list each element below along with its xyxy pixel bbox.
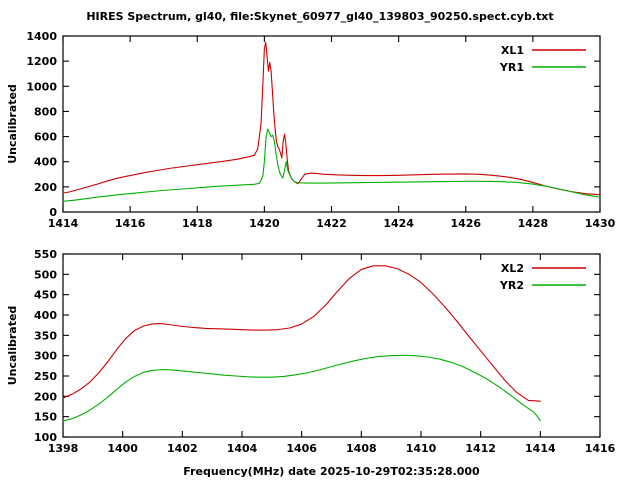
y-tick-label: 1000 bbox=[26, 80, 57, 93]
y-tick-label: 600 bbox=[34, 131, 57, 144]
x-tick-label: 1408 bbox=[346, 442, 377, 455]
x-axis-label: Frequency(MHz) date 2025-10-29T02:35:28.… bbox=[183, 465, 480, 478]
y-tick-label: 550 bbox=[34, 248, 57, 261]
x-tick-label: 1412 bbox=[465, 442, 496, 455]
x-tick-label: 1416 bbox=[585, 442, 616, 455]
x-tick-label: 1414 bbox=[525, 442, 556, 455]
legend-label-XL1: XL1 bbox=[501, 44, 524, 57]
x-tick-label: 1406 bbox=[286, 442, 317, 455]
y-tick-label: 200 bbox=[34, 390, 57, 403]
plot-panel-bottom: 1398 1400 1402 1404 1406 1408 1410 1412 1414 1416… bbox=[6, 248, 616, 478]
y-tick-label: 800 bbox=[34, 105, 57, 118]
legend-label-YR1: YR1 bbox=[499, 61, 524, 74]
y-tick-label: 100 bbox=[34, 431, 57, 444]
x-tick-label: 1422 bbox=[316, 217, 347, 230]
x-tick-label: 1404 bbox=[227, 442, 258, 455]
y-tick-label: 300 bbox=[34, 350, 57, 363]
legend-label-YR2: YR2 bbox=[499, 279, 524, 292]
legend-label-XL2: XL2 bbox=[501, 262, 524, 275]
page-title: HIRES Spectrum, gl40, file:Skynet_60977_… bbox=[86, 10, 554, 23]
y-tick-label: 1400 bbox=[26, 30, 57, 43]
y-tick-label: 200 bbox=[34, 181, 57, 194]
series-line-YR1 bbox=[62, 128, 601, 202]
y-tick-label: 250 bbox=[34, 370, 57, 383]
y-tick-label: 350 bbox=[34, 329, 57, 342]
x-tick-label: 1416 bbox=[115, 217, 146, 230]
x-tick-label: 1402 bbox=[167, 442, 198, 455]
plot-panel-top: 1414 1416 1418 1420 1422 1424 1426 1428 1430 0 200… bbox=[6, 30, 616, 230]
y-tick-label: 500 bbox=[34, 268, 57, 281]
plot-frame-bottom bbox=[62, 253, 601, 438]
y-tick-label: 1200 bbox=[26, 55, 57, 68]
y-axis-label: Uncalibrated bbox=[6, 306, 19, 386]
x-tick-label: 1418 bbox=[182, 217, 213, 230]
y-axis-label: Uncalibrated bbox=[6, 84, 19, 164]
y-tick-label: 450 bbox=[34, 289, 57, 302]
series-line-XL1 bbox=[62, 41, 601, 196]
x-tick-label: 1420 bbox=[249, 217, 280, 230]
x-tick-label: 1410 bbox=[406, 442, 437, 455]
y-tick-label: 0 bbox=[49, 206, 57, 219]
x-tick-label: 1414 bbox=[48, 217, 79, 230]
y-tick-label: 400 bbox=[34, 309, 57, 322]
x-tick-label: 1430 bbox=[585, 217, 616, 230]
y-tick-label: 400 bbox=[34, 156, 57, 169]
x-tick-label: 1426 bbox=[450, 217, 481, 230]
x-tick-label: 1424 bbox=[383, 217, 414, 230]
x-tick-label: 1398 bbox=[48, 442, 79, 455]
series-line-XL2 bbox=[62, 265, 541, 402]
series-line-YR2 bbox=[62, 354, 541, 422]
y-tick-label: 150 bbox=[34, 411, 57, 424]
x-tick-label: 1428 bbox=[518, 217, 549, 230]
x-tick-label: 1400 bbox=[107, 442, 138, 455]
